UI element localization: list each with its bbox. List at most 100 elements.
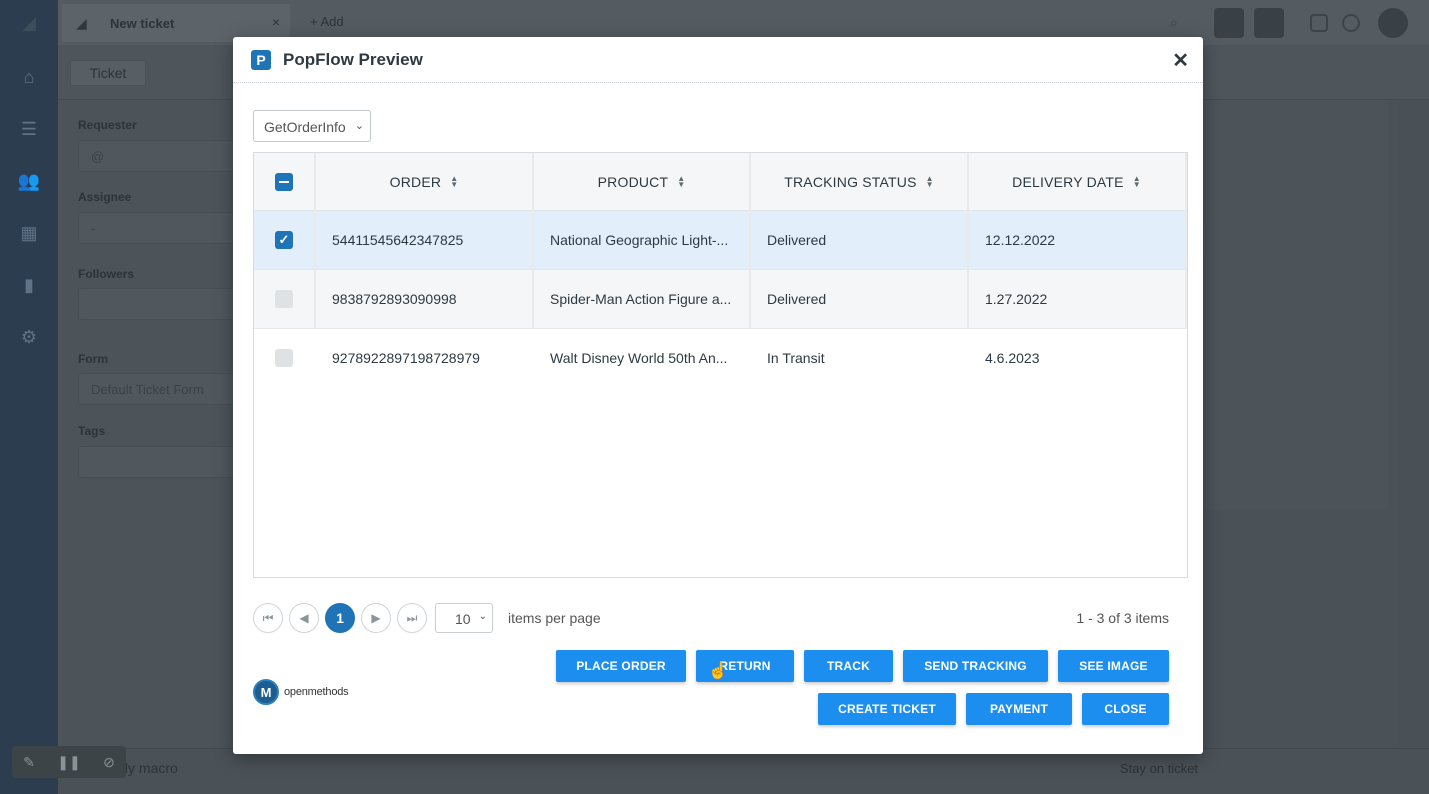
popflow-preview-modal: P PopFlow Preview ✕ GetOrderInfo ⌄ ORDER… [233,37,1203,754]
row-checkbox[interactable]: ✓ [275,231,293,249]
column-divider [749,153,751,329]
table-row[interactable]: ✓ 54411545642347825 National Geographic … [254,211,1187,270]
items-per-page-label: items per page [508,610,601,626]
bottom-bar [58,748,1429,794]
apps-grid-icon[interactable] [1310,14,1328,32]
order-cell: 9278922897198728979 [332,350,480,366]
order-cell: 9838792893090998 [332,291,457,307]
next-page-button[interactable]: ▶ [361,603,391,633]
place-order-button[interactable]: PLACE ORDER [556,650,686,682]
create-ticket-button[interactable]: CREATE TICKET [818,693,956,725]
tags-field[interactable] [78,446,238,478]
zendesk-logo-icon: ◢ [22,12,36,33]
date-cell: 1.27.2022 [985,291,1048,307]
table-row[interactable]: 9278922897198728979 Walt Disney World 50… [254,329,1187,388]
tab-new-ticket[interactable]: ◢ New ticket × [62,4,290,42]
column-label: PRODUCT [597,174,669,190]
last-page-button[interactable]: ⏭ [397,603,427,633]
openmethods-logo: M openmethods [253,679,349,705]
brand-text: openmethods [284,686,349,698]
assignee-field[interactable]: - [78,212,238,244]
send-tracking-button[interactable]: SEND TRACKING [903,650,1048,682]
popflow-app-icon[interactable] [1214,8,1244,38]
sort-icon: ▲ ▼ [1132,174,1141,189]
column-label: TRACKING STATUS [784,174,917,190]
see-image-button[interactable]: SEE IMAGE [1058,650,1169,682]
tab-close-icon[interactable]: × [271,14,280,30]
popflow-logo-icon: P [251,50,271,70]
popflow-app-icon-2[interactable] [1254,8,1284,38]
followers-field[interactable] [78,288,238,320]
date-cell: 12.12.2022 [985,232,1056,248]
tab-label: New ticket [110,16,175,31]
table-row[interactable]: 9838792893090998 Spider-Man Action Figur… [254,270,1187,329]
followers-label: Followers [78,267,135,281]
avatar[interactable] [1378,8,1408,38]
modal-header: P PopFlow Preview ✕ [233,37,1203,83]
first-page-button[interactable]: ⏮ [253,603,283,633]
search-icon[interactable]: ⌕ [1170,14,1178,30]
modal-title: PopFlow Preview [283,50,423,69]
row-checkbox[interactable] [275,349,293,367]
flow-select-value: GetOrderInfo [264,119,346,135]
column-header-tracking-status[interactable]: TRACKING STATUS ▲ ▼ [750,153,968,211]
edit-icon[interactable]: ✎ [23,753,35,770]
help-icon[interactable] [1342,14,1360,32]
page-1-button[interactable]: 1 [325,603,355,633]
left-navigation: ◢ ⌂ ☰ 👥 ▦ ▮ ⚙ [0,0,58,794]
chevron-down-icon: ⌄ [478,611,487,622]
organizations-icon[interactable]: ▦ [20,222,38,243]
sort-icon: ▲ ▼ [450,174,459,189]
status-cell: Delivered [767,232,827,248]
views-icon[interactable]: ☰ [20,118,38,139]
openmethods-mark-icon: M [253,679,279,705]
orders-grid: ORDER ▲ ▼ PRODUCT ▲ ▼ TRACKING STATUS ▲ ▼ DELI… [253,152,1188,578]
ticket-chip[interactable]: Ticket [70,60,146,86]
requester-field[interactable]: @ [78,140,238,172]
row-checkbox[interactable] [275,290,293,308]
context-panel-strip [1398,100,1429,748]
chevron-down-icon: ⌄ [354,120,364,132]
select-all-cell [254,153,315,211]
track-button[interactable]: TRACK [804,650,893,682]
admin-gear-icon[interactable]: ⚙ [20,326,38,347]
column-header-order[interactable]: ORDER ▲ ▼ [315,153,533,211]
reporting-icon[interactable]: ▮ [24,274,34,295]
payment-button[interactable]: PAYMENT [966,693,1072,725]
add-tab-button[interactable]: + Add [310,14,344,29]
flow-select[interactable]: GetOrderInfo ⌄ [253,110,371,142]
product-cell: Walt Disney World 50th An... [550,350,728,366]
requester-label: Requester [78,118,137,132]
column-divider [532,153,534,329]
mute-icon[interactable]: ⊘ [103,753,115,770]
form-label: Form [78,352,108,366]
return-button[interactable]: RETURN [696,650,794,682]
assignee-label: Assignee [78,190,132,204]
column-divider [1185,153,1187,329]
page-size-value: 10 [455,611,471,627]
select-all-checkbox[interactable] [275,173,293,191]
column-divider [314,153,316,329]
home-icon[interactable]: ⌂ [23,66,35,87]
column-divider [967,153,969,329]
ticket-tab-icon: ◢ [76,15,87,31]
status-cell: Delivered [767,291,827,307]
form-select[interactable]: Default Ticket Form [78,373,238,405]
customers-icon[interactable]: 👥 [17,170,41,191]
stay-on-ticket-select[interactable]: Stay on ticket [1120,761,1199,776]
prev-page-button[interactable]: ◀ [289,603,319,633]
date-cell: 4.6.2023 [985,350,1040,366]
close-button[interactable]: CLOSE [1082,693,1169,725]
column-label: DELIVERY DATE [1012,174,1124,190]
sort-icon: ▲ ▼ [677,174,686,189]
pause-icon[interactable]: ❚❚ [57,753,81,770]
column-header-product[interactable]: PRODUCT ▲ ▼ [533,153,750,211]
product-cell: Spider-Man Action Figure a... [550,291,732,307]
page-size-select[interactable]: 10 ⌄ [435,603,493,633]
sort-icon: ▲ ▼ [925,174,934,189]
column-label: ORDER [389,174,442,190]
column-header-delivery-date[interactable]: DELIVERY DATE ▲ ▼ [968,153,1185,211]
close-icon[interactable]: ✕ [1172,50,1189,72]
tags-label: Tags [78,424,106,438]
mouse-pointer-icon: ☝ [708,663,728,680]
